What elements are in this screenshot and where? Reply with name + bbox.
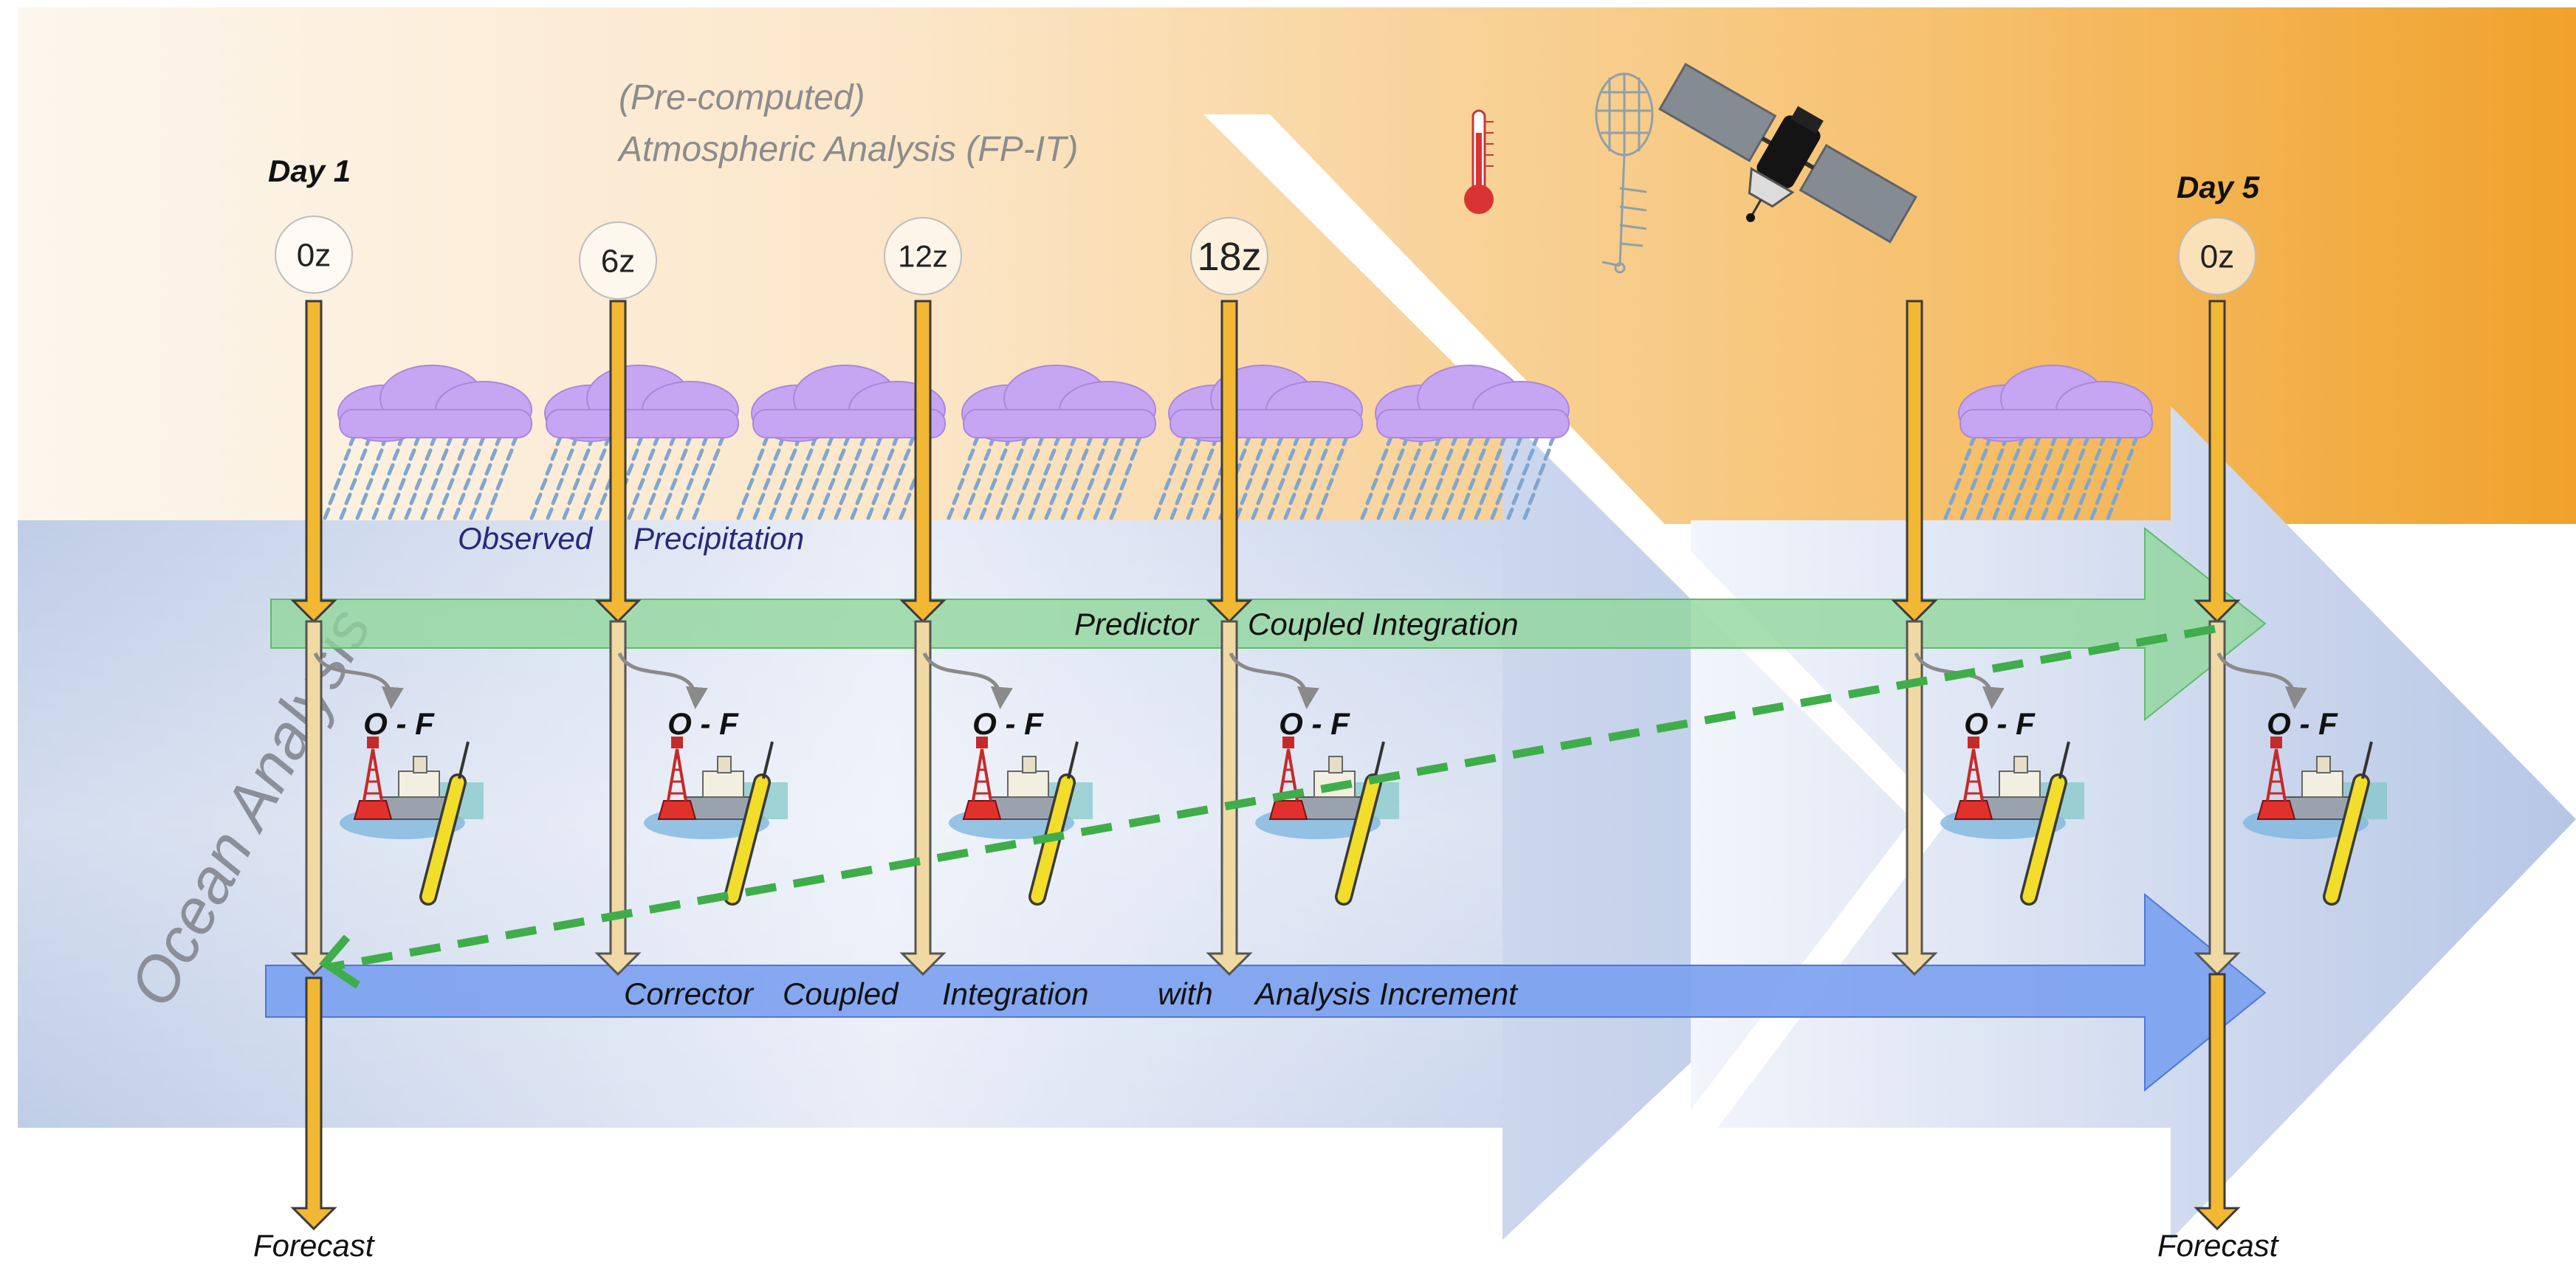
- time-arrow-lower: [594, 620, 642, 976]
- buoy-ship-float-icon: [340, 737, 484, 906]
- buoy-ship-float-icon: [644, 737, 788, 906]
- rain-streaks: [1360, 433, 1556, 520]
- increment-feedback-arrowhead: [318, 934, 361, 989]
- time-label: 12z: [898, 239, 948, 274]
- satellite-icon: [1658, 63, 1917, 244]
- rain-streaks: [736, 433, 932, 520]
- ocean-analysis-arrow-right: [1691, 406, 2576, 1240]
- thermometer-icon: [1464, 109, 1494, 214]
- corrector-coupled-integration-arrow: [265, 892, 2267, 1092]
- time-marker-6z: 6z: [579, 221, 657, 300]
- increment-feedback-line: [330, 624, 2216, 971]
- day-5-label: Day 5: [2177, 170, 2260, 204]
- time-arrow-upper: [899, 300, 947, 624]
- forecast-label-day1: Forecast: [253, 1228, 376, 1263]
- time-arrow-upper: [594, 300, 642, 624]
- coupled-label: Coupled: [783, 976, 899, 1011]
- precipitation-label: Precipitation: [633, 521, 804, 556]
- of-label: O - F: [972, 706, 1044, 741]
- of-label: O - F: [1964, 706, 2036, 741]
- radiosonde-balloon-icon: [1595, 72, 1654, 274]
- time-arrows: [290, 300, 2241, 1231]
- of-group: O - F: [2216, 652, 2387, 906]
- time-arrow-lower: [1891, 620, 1938, 976]
- analysis-increment-label: Analysis Increment: [1253, 976, 1519, 1011]
- forecast-arrow-day5: [2194, 973, 2241, 1231]
- buoy-ship-float-icon: [1940, 737, 2084, 906]
- time-label: 0z: [297, 237, 331, 273]
- forecast-arrow-day1: [290, 976, 337, 1231]
- time-label: 6z: [601, 243, 635, 279]
- time-marker-12z: 12z: [884, 217, 962, 295]
- atmospheric-analysis-label: Atmospheric Analysis (FP-IT): [616, 130, 1078, 169]
- of-label: O - F: [363, 706, 435, 741]
- of-group: O - F: [1914, 652, 2084, 906]
- time-arrow-lower: [2194, 620, 2241, 976]
- coupled-integration-label: Coupled Integration: [1248, 607, 1519, 641]
- of-label: O - F: [1279, 706, 1350, 741]
- time-arrow-lower: [1206, 620, 1253, 976]
- rain-cloud-icon: [1943, 365, 2153, 520]
- day-1-label: Day 1: [268, 154, 351, 188]
- rain-cloud-icon: [947, 365, 1156, 520]
- predictor-coupled-integration-arrow: [270, 526, 2267, 722]
- time-arrow-upper: [2194, 300, 2241, 624]
- time-arrow-upper: [290, 300, 337, 624]
- of-group: O - F: [617, 652, 788, 906]
- rain-clouds: [323, 365, 2153, 520]
- observed-label: Observed: [458, 521, 594, 556]
- of-label: O - F: [2267, 706, 2338, 741]
- analysis-times: 0z 6z 12z 18z 0z: [275, 216, 2256, 300]
- time-marker-0z: 0z: [2178, 217, 2256, 295]
- time-arrow-upper: [1206, 300, 1253, 624]
- forecast-label-day5: Forecast: [2157, 1228, 2280, 1263]
- time-marker-18z: 18z: [1190, 217, 1268, 295]
- rain-cloud-icon: [1360, 365, 1570, 520]
- rain-cloud-icon: [1153, 365, 1363, 520]
- rain-cloud-icon: [323, 365, 532, 520]
- with-label: with: [1158, 976, 1213, 1011]
- of-group: O - F: [313, 652, 484, 906]
- pre-computed-label: (Pre-computed): [619, 78, 865, 117]
- time-arrow-upper: [1891, 300, 1938, 624]
- predictor-label: Predictor: [1074, 607, 1200, 641]
- of-label: O - F: [667, 706, 739, 741]
- buoy-ship-float-icon: [2243, 737, 2387, 906]
- integration-label: Integration: [942, 976, 1088, 1011]
- time-arrow-lower: [899, 620, 947, 976]
- time-marker-0z: 0z: [275, 216, 353, 294]
- corrector-label: Corrector: [624, 976, 755, 1011]
- time-label: 0z: [2200, 238, 2234, 275]
- time-label: 18z: [1197, 235, 1261, 279]
